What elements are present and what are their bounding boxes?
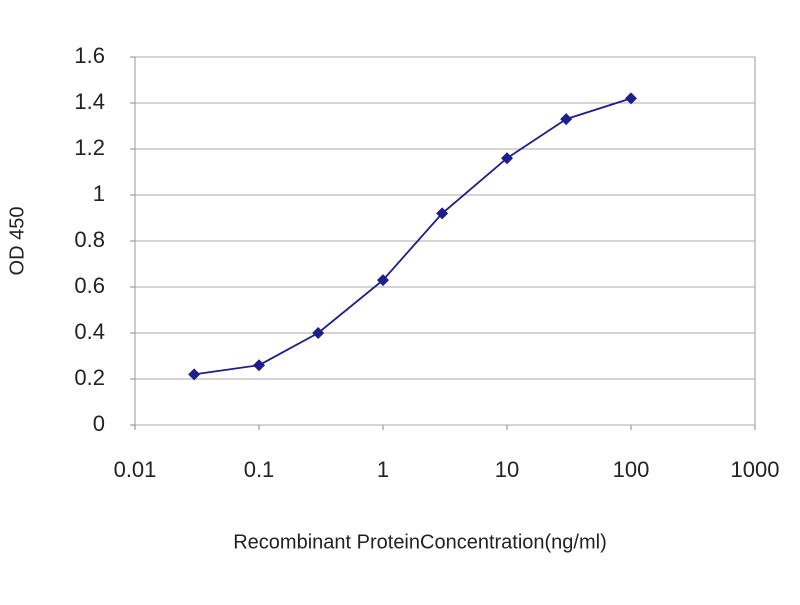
data-point: [188, 368, 201, 381]
y-axis-label: OD 450: [6, 207, 28, 276]
y-tick-label: 1.6: [74, 43, 105, 68]
y-tick-label: 1: [93, 181, 105, 206]
data-point: [501, 152, 513, 165]
y-tick-label: 1.4: [74, 89, 105, 114]
y-tick-label: 1.2: [74, 135, 105, 160]
data-point: [560, 113, 573, 126]
x-tick-label: 100: [613, 457, 650, 482]
data-point: [625, 92, 637, 105]
x-tick-label: 1000: [731, 457, 780, 482]
x-tick-label: 0.1: [244, 457, 275, 482]
y-tick-label: 0.8: [74, 227, 105, 252]
y-tick-label: 0.6: [74, 273, 105, 298]
x-tick-label: 10: [495, 457, 519, 482]
y-tick-label: 0.2: [74, 365, 105, 390]
x-tick-label: 0.01: [114, 457, 157, 482]
data-point: [436, 207, 449, 220]
series-line: [194, 97, 632, 376]
data-point: [253, 359, 265, 372]
data-point: [377, 274, 389, 287]
x-axis-label: Recombinant ProteinConcentration(ng/ml): [233, 531, 607, 553]
y-tick-label: 0.4: [74, 319, 105, 344]
x-tick-label: 1: [377, 457, 389, 482]
y-tick-label: 0: [93, 411, 105, 436]
data-point: [312, 327, 325, 339]
